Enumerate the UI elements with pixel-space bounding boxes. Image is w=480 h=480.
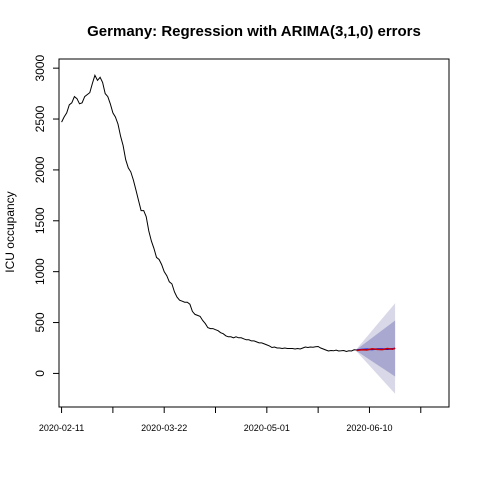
y-axis: 0 500 1000 1500 2000 2500 3000 <box>33 55 60 377</box>
chart-title: Germany: Regression with ARIMA(3,1,0) er… <box>87 23 421 40</box>
y-axis-label: ICU occupancy <box>3 191 17 272</box>
x-tick-label: 2020-06-10 <box>346 423 392 433</box>
y-tick-label: 500 <box>33 312 47 332</box>
x-axis: 2020-02-11 2020-03-22 2020-05-01 2020-06-10 <box>39 406 422 433</box>
series-line-overlay <box>356 347 396 352</box>
x-tick-label: 2020-03-22 <box>141 423 187 433</box>
series-lines <box>61 73 396 353</box>
y-tick-label: 1000 <box>33 258 47 285</box>
x-tick-label: 2020-02-11 <box>39 423 84 433</box>
y-tick-label: 2500 <box>33 105 47 132</box>
series-line-observed <box>61 73 357 353</box>
y-tick-label: 3000 <box>33 55 47 82</box>
x-tick-label: 2020-05-01 <box>244 423 290 433</box>
y-tick-label: 0 <box>33 370 47 377</box>
y-tick-label: 1500 <box>33 207 47 234</box>
y-tick-label: 2000 <box>33 156 47 183</box>
